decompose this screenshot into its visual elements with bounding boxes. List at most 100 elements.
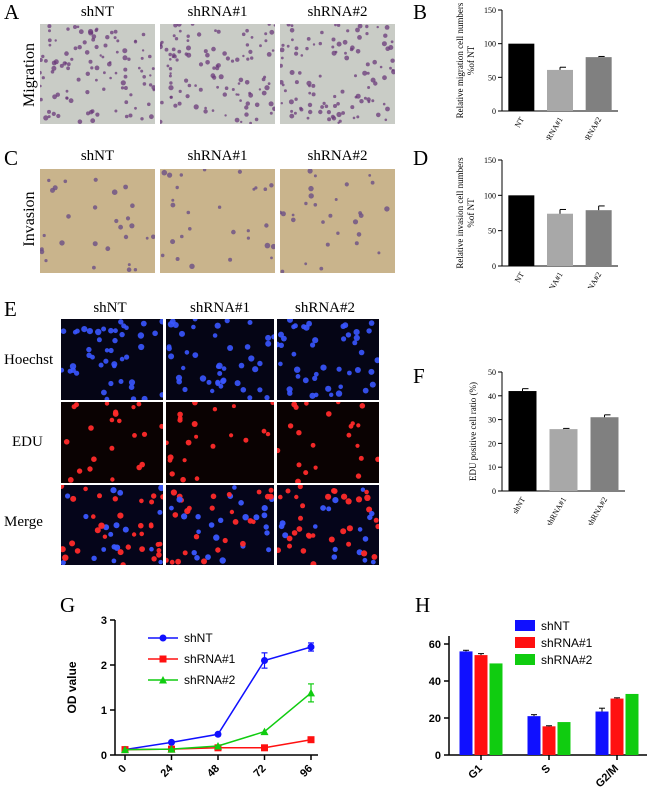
bar: [625, 693, 639, 755]
column-label-shrna1: shRNA#1: [187, 148, 248, 164]
cell-dot: [124, 100, 129, 105]
cell-dot: [334, 198, 338, 201]
cell-dot: [250, 56, 254, 60]
panel-letter-a: A: [4, 0, 20, 24]
cell-dot: [298, 515, 303, 521]
cell-dot: [41, 76, 45, 80]
micrograph-texture: [277, 402, 379, 483]
cell-dot: [141, 431, 148, 437]
cell-dot: [271, 334, 274, 340]
x-tick-label: shRNA#2: [585, 496, 609, 526]
cell-dot: [148, 54, 152, 59]
cell-dot: [166, 345, 172, 352]
cell-dot: [313, 524, 318, 529]
cell-dot: [151, 67, 155, 71]
cell-dot: [356, 115, 360, 119]
cell-dot: [61, 485, 65, 489]
panel-letter-f: F: [413, 364, 425, 388]
cell-dot: [114, 109, 118, 113]
cell-dot: [313, 465, 318, 470]
cell-dot: [352, 340, 358, 346]
chart-f-edu-ratio: 0 10 20 30 40 50 shNT shRNA#1 shRNA#2 EDU positiv…: [468, 368, 625, 526]
cell-dot: [164, 47, 169, 52]
cell-dot: [169, 58, 172, 61]
cell-dot: [225, 56, 230, 61]
cell-dot: [112, 337, 118, 344]
cell-dot: [240, 540, 246, 547]
legend-swatch: [515, 637, 535, 648]
cell-dot: [362, 557, 368, 563]
x-tick-label: S: [539, 763, 553, 777]
cell-dot: [149, 499, 155, 505]
cell-dot: [205, 52, 210, 58]
column-label-shnt: shNT: [80, 4, 115, 20]
cell-dot: [97, 493, 102, 499]
bar: [585, 57, 612, 111]
micrograph-background: [280, 169, 395, 273]
cell-dot: [341, 493, 348, 500]
micrograph-hoechst-shnt: [61, 319, 163, 400]
micrograph-invasion-shrna1: [160, 169, 275, 273]
cell-dot: [281, 43, 285, 47]
cell-dot: [213, 534, 220, 541]
cell-dot: [178, 29, 182, 33]
cell-dot: [265, 334, 272, 341]
data-point: [167, 745, 176, 753]
cell-dot: [66, 214, 71, 219]
cell-dot: [180, 234, 184, 239]
cell-dot: [169, 471, 175, 477]
micrograph-texture: [160, 24, 275, 124]
cell-dot: [191, 550, 197, 556]
cell-dot: [193, 104, 199, 110]
cell-dot: [355, 443, 360, 448]
cell-dot: [239, 99, 242, 102]
cell-dot: [294, 366, 301, 373]
cell-dot: [133, 40, 138, 44]
cell-dot: [365, 32, 369, 36]
y-axis-label: Relative migration cell numbers: [455, 2, 465, 118]
legend-label: shRNA#1: [184, 652, 236, 666]
cell-dot: [139, 461, 145, 468]
cell-dot: [311, 83, 316, 88]
cell-dot: [141, 49, 145, 52]
cell-dot: [331, 488, 337, 494]
cell-dot: [217, 371, 223, 376]
cell-dot: [355, 49, 361, 54]
cell-dot: [372, 59, 377, 65]
cell-dot: [161, 169, 168, 176]
cell-dot: [170, 489, 177, 496]
cell-dot: [278, 342, 284, 348]
bar: [585, 210, 612, 266]
cell-dot: [286, 44, 290, 48]
cell-dot: [159, 392, 163, 398]
cell-dot: [151, 493, 157, 499]
cell-dot: [124, 325, 129, 330]
cell-dot: [298, 71, 302, 75]
y-tick-label: 20: [488, 439, 496, 448]
cell-dot: [268, 101, 274, 107]
cell-dot: [369, 510, 375, 517]
cell-dot: [54, 39, 57, 42]
cell-dot: [190, 24, 195, 26]
cell-dot: [65, 96, 69, 100]
cell-dot: [346, 432, 352, 438]
cell-dot: [312, 337, 319, 344]
cell-dot: [352, 219, 359, 225]
x-tick-label: G2/M: [594, 763, 622, 791]
cell-dot: [312, 375, 318, 381]
cell-dot: [101, 547, 107, 552]
cell-dot: [353, 334, 360, 341]
cell-dot: [102, 87, 106, 91]
cell-dot: [64, 51, 69, 56]
micrograph-texture: [166, 485, 274, 565]
cell-dot: [181, 365, 186, 371]
y-tick-label: 0: [492, 107, 496, 116]
cell-dot: [238, 362, 245, 369]
y-tick-label: 150: [484, 156, 496, 165]
cell-dot: [220, 378, 226, 385]
cell-dot: [246, 236, 250, 240]
cell-dot: [231, 229, 236, 235]
cell-dot: [169, 559, 175, 565]
cell-dot: [231, 88, 235, 91]
cell-dot: [186, 39, 190, 42]
